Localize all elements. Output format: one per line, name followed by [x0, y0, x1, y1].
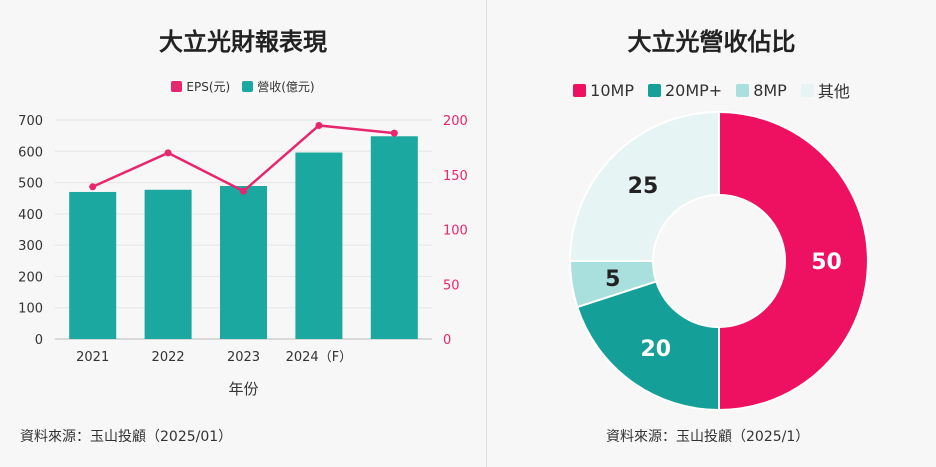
legend-label-eps: EPS(元) — [186, 80, 231, 94]
legend-swatch-10mp — [573, 83, 587, 97]
left-axis-tick-label: 300 — [18, 239, 43, 254]
legend-item-8mp[interactable]: 8MP — [736, 81, 787, 100]
right-axis-tick-label: 200 — [443, 114, 468, 129]
donut-slice — [576, 280, 720, 412]
left-axis-tick-label: 0 — [35, 333, 43, 348]
donut-slice-label: 25 — [628, 174, 659, 199]
eps-point — [89, 183, 97, 191]
financial-bar-line-chart: 0 100 200 300 400 500 600 700 0 50 100 150 200 2021 20… — [18, 114, 468, 398]
x-axis-tick-label: 2022 — [152, 350, 185, 365]
legend-label-10mp: 10MP — [590, 80, 634, 100]
left-axis-tick-label: 600 — [18, 145, 43, 160]
donut-slice — [568, 110, 720, 262]
legend-item-other[interactable]: 其他 — [800, 78, 850, 102]
x-axis-tick-label: 2021 — [76, 350, 109, 365]
revenue-bar — [295, 152, 343, 339]
legend-swatch-eps — [171, 81, 183, 92]
revenue-share-source: 資料來源：玉山投顧（2025/1） — [606, 429, 810, 445]
x-axis-tick-label: 2023 — [227, 350, 260, 365]
revenue-bar — [69, 191, 117, 339]
left-axis-tick-label: 200 — [18, 270, 43, 285]
left-axis-tick-label: 500 — [18, 177, 43, 192]
eps-point — [240, 187, 247, 195]
right-axis-tick-label: 150 — [443, 169, 468, 184]
financial-chart-title: 大立光財報表現 — [159, 28, 327, 56]
left-axis-tick-label: 100 — [18, 302, 43, 317]
legend-swatch-other — [800, 83, 814, 97]
right-axis-tick-label: 0 — [443, 333, 451, 348]
legend-label-20mp: 20MP+ — [664, 80, 723, 100]
legend-item-20mp[interactable]: 20MP+ — [647, 80, 723, 100]
financial-chart-source: 資料來源：玉山投顧（2025/01） — [20, 429, 233, 445]
financial-chart-legend: EPS(元) 營收(億元) — [0, 78, 486, 95]
financial-chart-panel: 大立光財報表現 EPS(元) 營收(億元) 0 100 200 300 400 500 60… — [0, 28, 486, 445]
revenue-bar — [220, 186, 267, 339]
legend-label-other: 其他 — [817, 82, 850, 101]
revenue-bar — [370, 136, 418, 339]
eps-line — [92, 124, 395, 193]
revenue-share-donut-chart: 50 20 5 25 — [568, 110, 869, 412]
left-axis-tick-label: 700 — [18, 114, 43, 129]
eps-point — [390, 129, 398, 137]
donut-slice-label: 20 — [641, 337, 672, 362]
legend-item-10mp[interactable]: 10MP — [573, 81, 634, 100]
legend-item-revenue[interactable]: 營收(億元) — [242, 78, 315, 95]
revenue-share-legend: 10MP 20MP+ 8MP 其他 — [487, 78, 936, 102]
legend-swatch-8mp — [736, 83, 750, 97]
donut-slice-label: 5 — [605, 267, 620, 292]
revenue-share-title: 大立光營收佔比 — [627, 28, 796, 56]
revenue-share-panel: 大立光營收佔比 10MP 20MP+ 8MP 其他 50 20 5 25 資料來源：玉… — [487, 0, 936, 467]
legend-swatch-20mp — [647, 83, 661, 97]
legend-swatch-revenue — [242, 81, 254, 92]
eps-point — [164, 149, 172, 157]
x-axis-tick-label: 2024（F） — [286, 350, 353, 365]
donut-slice — [718, 110, 869, 412]
legend-label-revenue: 營收(億元) — [257, 80, 315, 94]
left-axis-tick-label: 400 — [18, 208, 43, 223]
donut-slice-label: 50 — [811, 250, 842, 275]
legend-item-eps[interactable]: EPS(元) — [171, 78, 230, 95]
right-axis-tick-label: 50 — [443, 278, 460, 293]
right-axis-tick-label: 100 — [443, 224, 468, 239]
panel-divider — [486, 0, 487, 467]
eps-point — [315, 121, 323, 129]
revenue-bar — [144, 189, 192, 339]
legend-label-8mp: 8MP — [753, 80, 787, 100]
x-axis-label: 年份 — [228, 380, 258, 398]
